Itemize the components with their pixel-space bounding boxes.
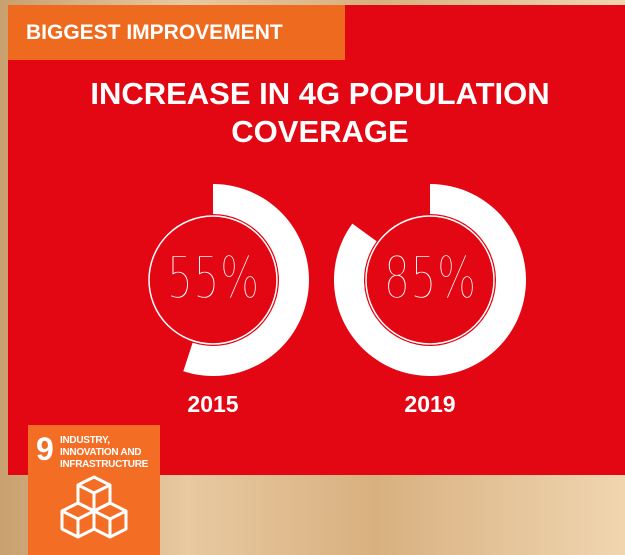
category-label: 2019 (404, 391, 455, 417)
category-label: 2015 (187, 391, 238, 417)
value-label-group: 85% (384, 244, 477, 312)
chart: 55% 2015 85% 2019 (0, 0, 625, 475)
value-label: 85% (384, 244, 477, 312)
value-label: 55% (167, 244, 260, 312)
page: BIGGEST IMPROVEMENT INCREASE IN 4G POPUL… (0, 0, 625, 555)
sdg-icon (28, 425, 160, 555)
value-label-group: 55% (167, 244, 260, 312)
sdg-badge: 9 INDUSTRY, INNOVATION AND INFRASTRUCTUR… (28, 425, 160, 555)
